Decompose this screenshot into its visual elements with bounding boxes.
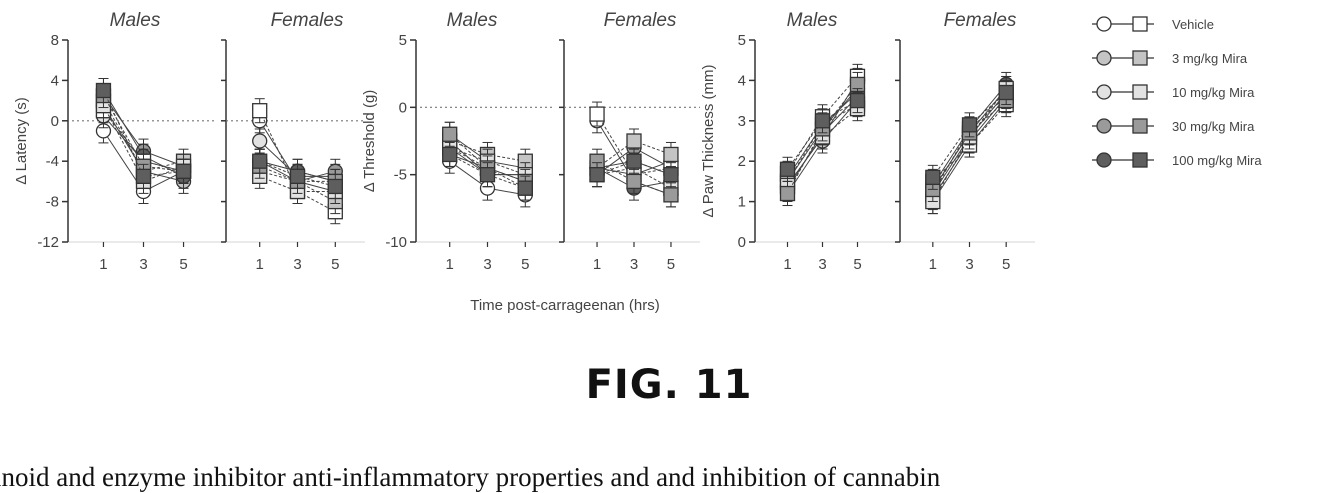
y-tick-label: 0 [738, 234, 746, 251]
legend-circle-marker [1097, 85, 1111, 99]
data-point-circle [253, 134, 267, 148]
x-tick-label: 5 [521, 256, 529, 273]
data-point-square [328, 179, 342, 193]
y-tick-label: -12 [37, 234, 59, 251]
data-point-square [781, 187, 795, 201]
data-point-square [781, 162, 795, 176]
data-point-square [627, 134, 641, 148]
panel-title: Females [271, 10, 344, 31]
data-point-square [590, 168, 604, 182]
x-tick-label: 3 [293, 256, 301, 273]
x-tick-label: 5 [667, 256, 675, 273]
data-point-square [590, 107, 604, 121]
legend-square-marker [1133, 153, 1147, 167]
panel-title: Males [447, 10, 498, 31]
figure-11-charts: 8 4 0 -4 -8 -12 Δ Latency (s) Males 1 3 5 Females 1 3… [0, 0, 1338, 330]
panel-title: Females [604, 10, 677, 31]
y-tick-label: -10 [385, 234, 407, 251]
y-tick-label: 1 [738, 194, 746, 211]
legend-circle-marker [1097, 17, 1111, 31]
legend-circle-marker [1097, 153, 1111, 167]
y-tick-label: 5 [399, 32, 407, 49]
y-tick-label: -4 [46, 153, 59, 170]
x-tick-label: 5 [1002, 256, 1010, 273]
y-axis-label: Δ Latency (s) [13, 97, 30, 185]
data-point-square [816, 114, 830, 128]
data-point-square [481, 168, 495, 182]
y-axis-label: Δ Threshold (g) [361, 90, 378, 193]
x-tick-label: 3 [965, 256, 973, 273]
x-tick-label: 5 [179, 256, 187, 273]
panel-title: Males [787, 10, 838, 31]
legend-label: 10 mg/kg Mira [1172, 85, 1255, 100]
x-tick-label: 1 [256, 256, 264, 273]
data-point-square [627, 174, 641, 188]
legend-square-marker [1133, 17, 1147, 31]
y-tick-label: 0 [51, 113, 59, 130]
x-tick-label: 5 [853, 256, 861, 273]
data-point-square [851, 94, 865, 108]
y-tick-label: 8 [51, 32, 59, 49]
data-point-square [253, 104, 267, 118]
data-point-square [963, 118, 977, 132]
x-tick-label: 1 [929, 256, 937, 273]
legend-label: 100 mg/kg Mira [1172, 153, 1262, 168]
figure-caption: FIG. 11 [0, 362, 1338, 408]
data-point-square [999, 86, 1013, 100]
x-tick-label: 1 [99, 256, 107, 273]
y-tick-label: 4 [51, 72, 59, 89]
legend-square-marker [1133, 51, 1147, 65]
y-tick-label: 4 [738, 72, 746, 89]
data-point-square [137, 169, 151, 183]
x-tick-label: 1 [783, 256, 791, 273]
x-tick-label: 1 [593, 256, 601, 273]
legend-square-marker [1133, 119, 1147, 133]
legend-label: Vehicle [1172, 17, 1214, 32]
y-tick-label: 0 [399, 99, 407, 116]
y-tick-label: -8 [46, 194, 59, 211]
panel-title: Females [944, 10, 1017, 31]
data-point-square [291, 169, 305, 183]
legend-circle-marker [1097, 119, 1111, 133]
x-tick-label: 3 [818, 256, 826, 273]
legend-label: 30 mg/kg Mira [1172, 119, 1255, 134]
x-tick-label: 3 [630, 256, 638, 273]
y-tick-label: 3 [738, 113, 746, 130]
data-point-square [518, 181, 532, 195]
data-point-square [926, 170, 940, 184]
data-point-square [443, 127, 457, 141]
legend-label: 3 mg/kg Mira [1172, 51, 1248, 66]
legend-square-marker [1133, 85, 1147, 99]
data-point-square [664, 168, 678, 182]
legend: Vehicle 3 mg/kg Mira 10 mg/kg Mira 30 mg/kg… [1092, 17, 1262, 168]
shared-x-axis-label: Time post-carrageenan (hrs) [470, 297, 660, 314]
x-tick-label: 1 [446, 256, 454, 273]
data-point-square [664, 147, 678, 161]
x-tick-label: 3 [483, 256, 491, 273]
y-axis-label: Δ Paw Thickness (mm) [700, 64, 717, 217]
data-point-square [253, 154, 267, 168]
y-tick-label: 2 [738, 153, 746, 170]
x-tick-label: 5 [331, 256, 339, 273]
y-tick-label: 5 [738, 32, 746, 49]
data-point-square [177, 164, 191, 178]
y-tick-label: -5 [394, 167, 407, 184]
panel-title: Males [110, 10, 161, 31]
page-body-text: inoid and enzyme inhibitor anti-inflamma… [0, 462, 1338, 493]
data-point-square [664, 188, 678, 202]
legend-circle-marker [1097, 51, 1111, 65]
data-point-square [443, 147, 457, 161]
x-tick-label: 3 [139, 256, 147, 273]
data-point-square [96, 84, 110, 98]
data-point-square [627, 154, 641, 168]
